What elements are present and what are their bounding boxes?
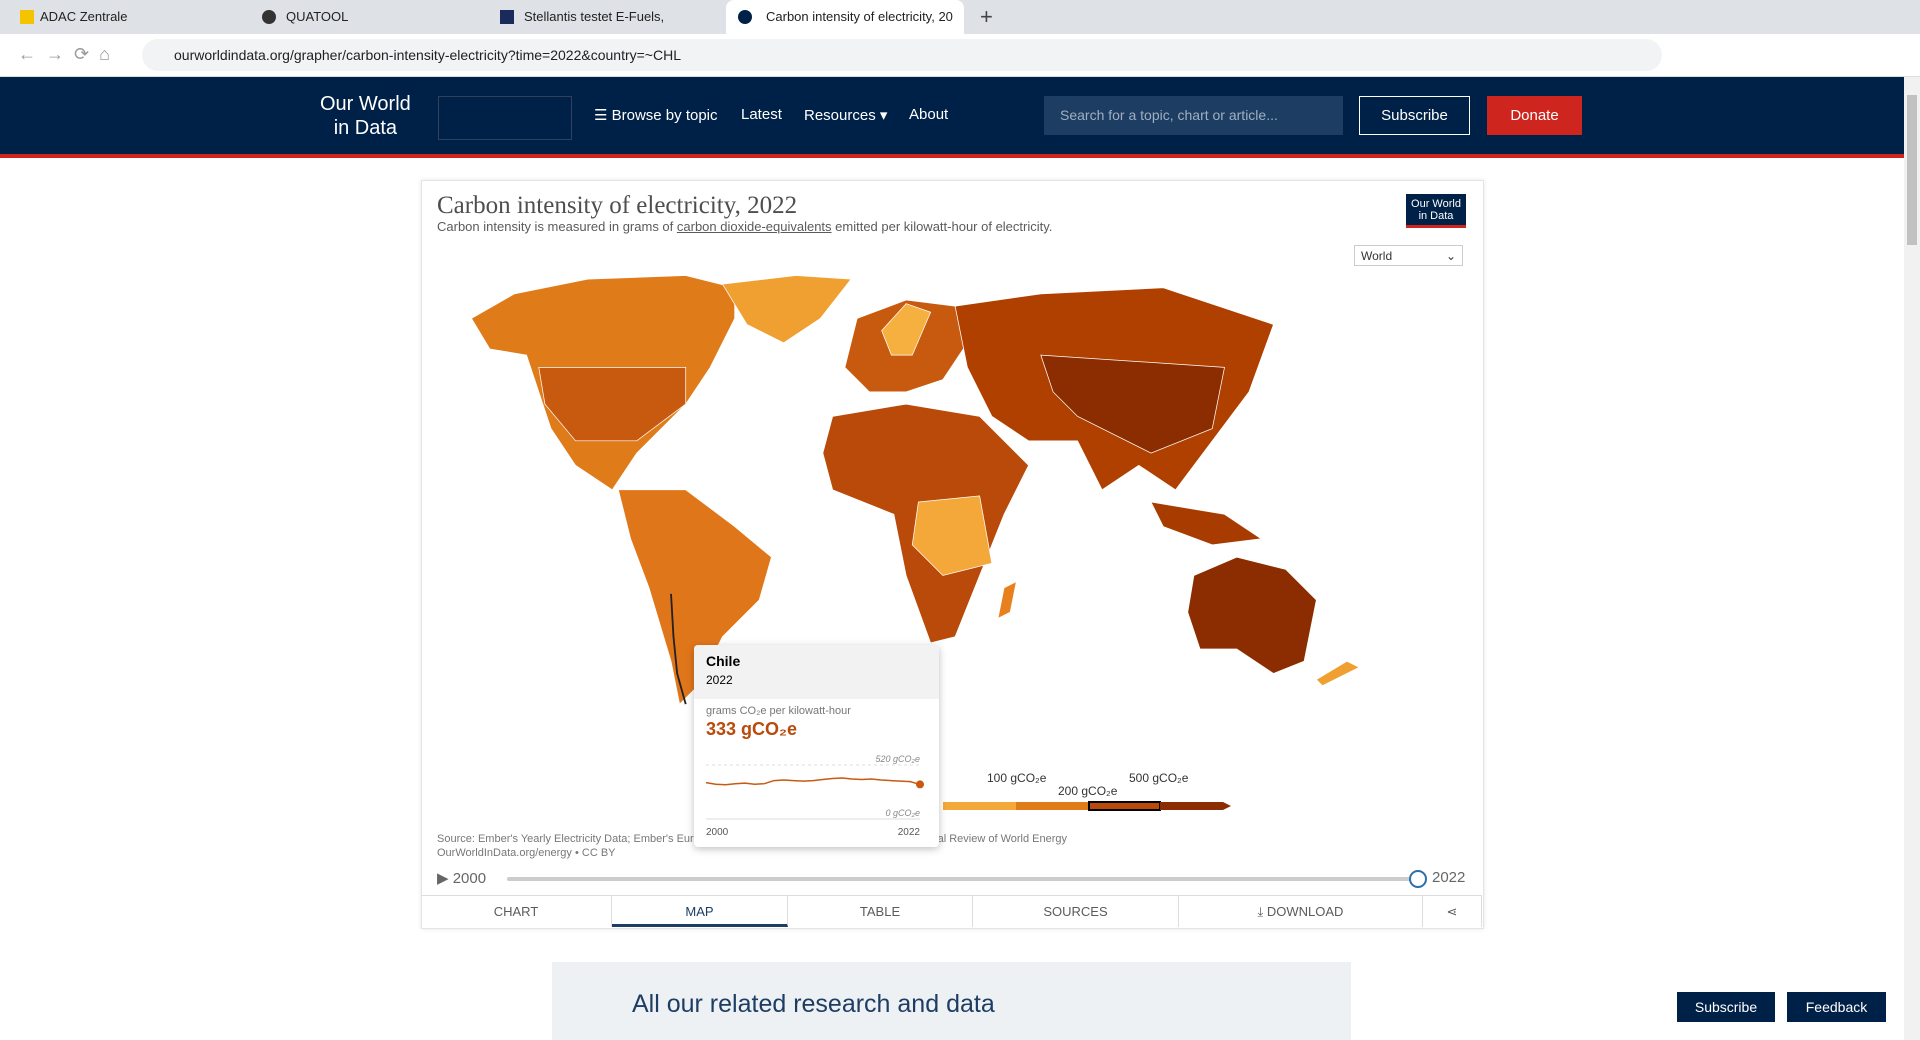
select-value: World: [1361, 249, 1393, 263]
timeline-year: 2000: [452, 870, 487, 887]
browser-tab[interactable]: Stellantis testet E-Fuels, Unbedenk: [484, 0, 722, 34]
nav-label: Browse by topic: [611, 107, 718, 124]
sparkline: 520 gCO₂e 0 gCO₂e 2000 2022: [705, 754, 924, 838]
new-tab[interactable]: +: [980, 4, 993, 29]
subtitle-link[interactable]: carbon dioxide-equivalents: [676, 219, 832, 234]
related-section: [552, 962, 1351, 1040]
donate-button[interactable]: Donate: [1487, 96, 1582, 135]
tab-label: DOWNLOAD: [1266, 904, 1344, 919]
subtitle-text: Carbon intensity is measured in grams of: [437, 219, 677, 234]
legend-bin: [1088, 801, 1161, 811]
nav-label: Resources: [804, 107, 876, 124]
site-header: [0, 77, 1904, 158]
tab-title: QUATOOL: [286, 9, 349, 24]
timeline-handle[interactable]: [1409, 870, 1427, 888]
nav-item[interactable]: Resources ▾: [804, 107, 888, 124]
chart-title: Carbon intensity of electricity, 2022: [437, 192, 798, 219]
tooltip-metric: grams CO₂e per kilowatt-hour: [706, 705, 851, 717]
nav-item[interactable]: About: [909, 106, 949, 123]
search-box[interactable]: Search for a topic, chart or article...: [1044, 96, 1343, 135]
badge-line: Our World: [1411, 198, 1461, 210]
y-tick-label: 520 gCO₂e: [876, 754, 920, 764]
greenland[interactable]: [721, 275, 852, 344]
chart-subtitle: Carbon intensity is measured in grams of…: [437, 219, 1052, 234]
tab-title: Stellantis testet E-Fuels, Unbedenk: [524, 9, 665, 24]
subtitle-text: emitted per kilowatt-hour of electricity…: [831, 219, 1053, 234]
logo-line: Our World: [320, 93, 411, 115]
legend-bin: [1016, 802, 1089, 810]
badge-line: in Data: [1418, 210, 1454, 222]
sparkline-end: [916, 780, 924, 789]
related-heading: All our related research and data: [632, 990, 995, 1018]
partner-logos: [438, 96, 572, 140]
logo-line: in Data: [333, 117, 398, 139]
madagascar[interactable]: [997, 580, 1017, 620]
browser-tab[interactable]: ADAC Zentrale: [0, 0, 246, 34]
chart-tab[interactable]: CHART: [421, 895, 612, 927]
china[interactable]: [1040, 354, 1225, 454]
tooltip-entity: Chile: [706, 653, 741, 669]
new-zealand[interactable]: [1315, 660, 1361, 687]
tooltip-header: Chile 2022: [694, 645, 939, 699]
nav-item[interactable]: Latest: [741, 106, 782, 123]
legend-label: 100 gCO₂e: [987, 771, 1047, 785]
share-button[interactable]: ⋖: [1423, 895, 1482, 927]
chart-tab[interactable]: SOURCES: [973, 895, 1179, 927]
tooltip: Chile 2022 grams CO₂e per kilowatt-hour 3…: [694, 645, 939, 847]
address-bar[interactable]: [142, 39, 1662, 71]
url: ourworldindata.org/grapher/carbon-intens…: [174, 47, 681, 63]
scrollbar[interactable]: [1904, 77, 1920, 1040]
tab-title: ADAC Zentrale: [40, 9, 128, 24]
chart-tab-active[interactable]: MAP: [612, 895, 788, 927]
site-logo[interactable]: Our World in Data: [320, 92, 411, 140]
chart-tab[interactable]: ⤓ DOWNLOAD: [1179, 895, 1423, 927]
usa[interactable]: [538, 366, 687, 442]
x-tick-label: 2022: [898, 827, 921, 838]
owid-badge[interactable]: Our World in Data: [1406, 194, 1466, 228]
scandinavia[interactable]: [881, 303, 932, 356]
chart-tab[interactable]: TABLE: [788, 895, 973, 927]
sparkline-line: [705, 777, 921, 786]
legend-label: 200 gCO₂e: [1058, 784, 1118, 798]
tab-title: Carbon intensity of electricity, 20: [766, 9, 953, 24]
central-africa[interactable]: [911, 495, 993, 576]
y-tick-label: 0 gCO₂e: [886, 808, 920, 818]
chart-card: [421, 180, 1484, 929]
indonesia[interactable]: [1150, 501, 1263, 546]
australia[interactable]: [1187, 556, 1317, 674]
source-line: OurWorldInData.org/energy • CC BY: [437, 847, 616, 859]
chile-outline[interactable]: [670, 593, 687, 705]
legend-bin: [1160, 802, 1231, 810]
tooltip-value: 333 gCO₂e: [706, 719, 798, 739]
tooltip-year: 2022: [706, 673, 733, 687]
timeline-start[interactable]: ▶ 2000: [437, 870, 487, 887]
browser-tab[interactable]: QUATOOL: [246, 0, 484, 34]
subscribe-button[interactable]: Subscribe: [1359, 96, 1470, 135]
entity-select[interactable]: World ⌄: [1354, 245, 1463, 266]
floating-subscribe[interactable]: Subscribe: [1677, 992, 1775, 1022]
nav-item[interactable]: ☰ Browse by topic: [594, 107, 718, 124]
x-tick-label: 2000: [706, 827, 729, 838]
browser-tab-active[interactable]: Carbon intensity of electricity, 20: [726, 0, 964, 34]
timeline-end: 2022: [1432, 869, 1466, 886]
nav-buttons[interactable]: ← → ⟳ ⌂: [18, 44, 110, 64]
floating-feedback[interactable]: Feedback: [1787, 992, 1886, 1022]
legend-label: 500 gCO₂e: [1129, 771, 1189, 785]
timeline-track[interactable]: [507, 877, 1417, 881]
legend-bin: [943, 802, 1016, 810]
